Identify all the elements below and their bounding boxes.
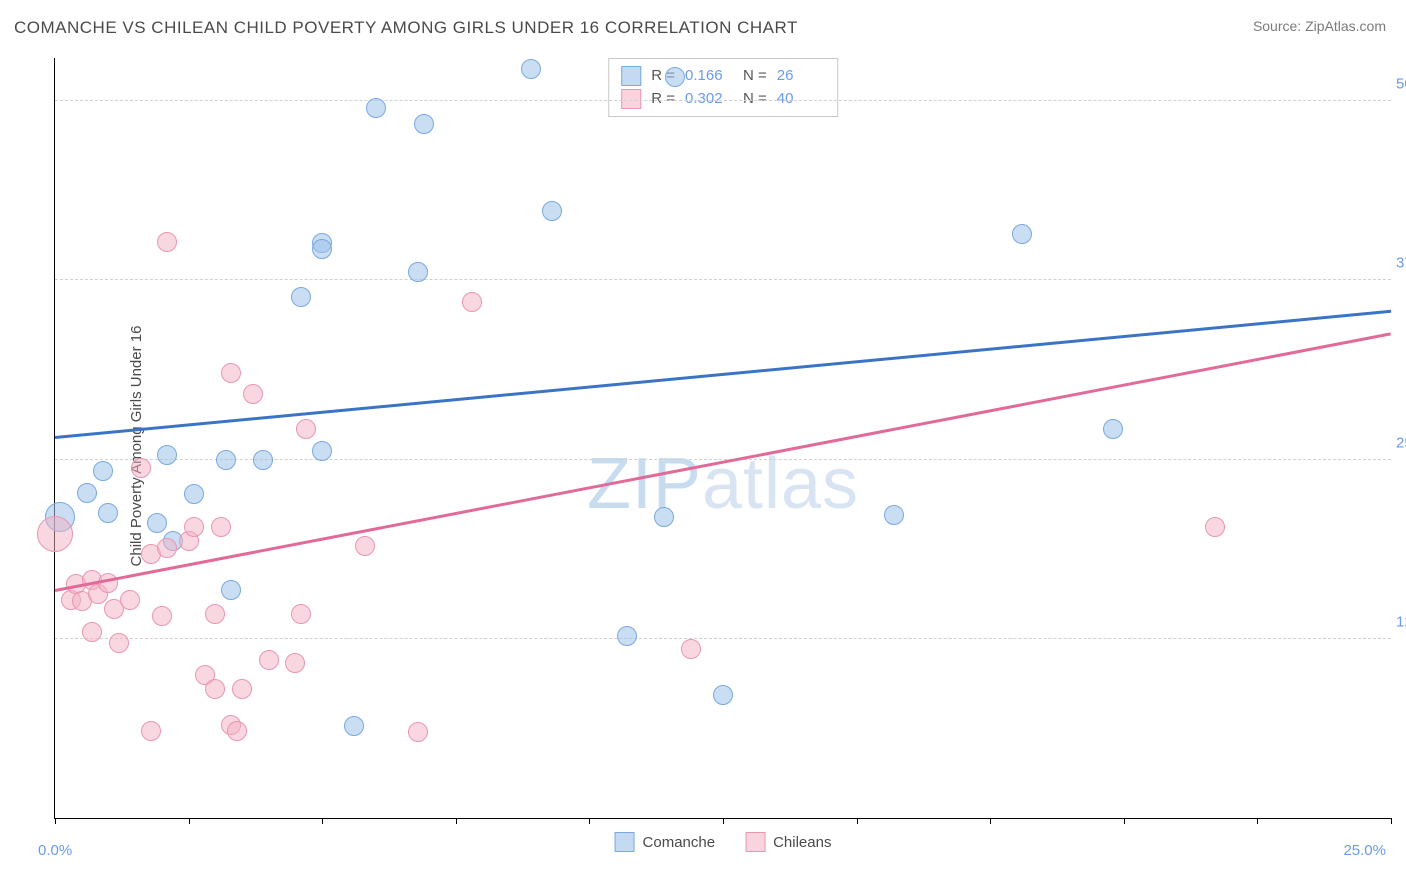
watermark: ZIPatlas — [587, 443, 859, 525]
scatter-point-chileans — [285, 653, 305, 673]
scatter-point-chileans — [1205, 517, 1225, 537]
x-tick-mark — [55, 818, 56, 824]
scatter-point-comanche — [291, 287, 311, 307]
plot-area: ZIPatlas R = 0.166 N = 26 R = 0.302 N = … — [54, 58, 1391, 819]
scatter-point-comanche — [253, 450, 273, 470]
r-label: R = — [651, 88, 675, 111]
grid-line — [55, 638, 1391, 639]
x-tick-mark — [1124, 818, 1125, 824]
y-tick-label: 25.0% — [1396, 434, 1406, 451]
scatter-point-comanche — [542, 201, 562, 221]
legend-item-chileans: Chileans — [745, 832, 831, 852]
scatter-point-comanche — [344, 716, 364, 736]
scatter-point-chileans — [355, 536, 375, 556]
scatter-point-chileans — [211, 517, 231, 537]
scatter-point-chileans — [408, 722, 428, 742]
scatter-point-comanche — [93, 461, 113, 481]
scatter-point-chileans — [232, 679, 252, 699]
x-tick-mark — [1391, 818, 1392, 824]
n-value-comanche: 26 — [777, 65, 825, 88]
scatter-point-chileans — [82, 622, 102, 642]
y-tick-label: 50.0% — [1396, 76, 1406, 93]
y-tick-label: 37.5% — [1396, 255, 1406, 272]
scatter-point-comanche — [216, 450, 236, 470]
scatter-point-comanche — [312, 441, 332, 461]
scatter-point-comanche — [414, 114, 434, 134]
scatter-point-chileans — [109, 633, 129, 653]
scatter-point-chileans — [98, 573, 118, 593]
scatter-point-comanche — [147, 513, 167, 533]
chart-title: COMANCHE VS CHILEAN CHILD POVERTY AMONG … — [14, 18, 798, 38]
scatter-point-chileans — [141, 721, 161, 741]
scatter-point-chileans — [157, 538, 177, 558]
scatter-point-chileans — [37, 516, 73, 552]
scatter-point-chileans — [462, 292, 482, 312]
swatch-pink — [621, 89, 641, 109]
scatter-point-comanche — [312, 239, 332, 259]
scatter-point-comanche — [408, 262, 428, 282]
stats-row-chileans: R = 0.302 N = 40 — [621, 88, 825, 111]
x-axis-min-label: 0.0% — [38, 842, 72, 859]
x-tick-mark — [456, 818, 457, 824]
swatch-pink — [745, 832, 765, 852]
scatter-point-comanche — [77, 483, 97, 503]
r-value-chileans: 0.302 — [685, 88, 733, 111]
scatter-point-comanche — [184, 484, 204, 504]
source-attribution: Source: ZipAtlas.com — [1253, 18, 1386, 34]
scatter-point-chileans — [221, 363, 241, 383]
scatter-point-chileans — [120, 590, 140, 610]
x-tick-mark — [322, 818, 323, 824]
scatter-point-chileans — [243, 384, 263, 404]
trend-line-comanche — [55, 309, 1391, 438]
scatter-point-chileans — [131, 458, 151, 478]
r-value-comanche: 0.166 — [685, 65, 733, 88]
scatter-point-chileans — [227, 721, 247, 741]
scatter-point-comanche — [665, 67, 685, 87]
x-tick-mark — [1257, 818, 1258, 824]
x-tick-mark — [857, 818, 858, 824]
grid-line — [55, 100, 1391, 101]
bottom-legend: Comanche Chileans — [615, 832, 832, 852]
scatter-point-chileans — [296, 419, 316, 439]
stats-legend-box: R = 0.166 N = 26 R = 0.302 N = 40 — [608, 58, 838, 117]
x-tick-mark — [990, 818, 991, 824]
y-tick-label: 12.5% — [1396, 613, 1406, 630]
scatter-point-chileans — [681, 639, 701, 659]
scatter-point-comanche — [713, 685, 733, 705]
grid-line — [55, 279, 1391, 280]
legend-item-comanche: Comanche — [615, 832, 716, 852]
scatter-point-comanche — [654, 507, 674, 527]
scatter-point-chileans — [184, 517, 204, 537]
scatter-point-chileans — [157, 232, 177, 252]
scatter-point-chileans — [152, 606, 172, 626]
x-tick-mark — [723, 818, 724, 824]
scatter-point-comanche — [617, 626, 637, 646]
x-axis-max-label: 25.0% — [1343, 842, 1386, 859]
scatter-point-comanche — [1103, 419, 1123, 439]
swatch-blue — [621, 66, 641, 86]
x-tick-mark — [189, 818, 190, 824]
scatter-point-comanche — [1012, 224, 1032, 244]
scatter-point-comanche — [884, 505, 904, 525]
n-label: N = — [743, 88, 767, 111]
n-label: N = — [743, 65, 767, 88]
swatch-blue — [615, 832, 635, 852]
stats-row-comanche: R = 0.166 N = 26 — [621, 65, 825, 88]
scatter-point-comanche — [366, 98, 386, 118]
scatter-point-chileans — [205, 604, 225, 624]
scatter-point-comanche — [157, 445, 177, 465]
n-value-chileans: 40 — [777, 88, 825, 111]
legend-label-chileans: Chileans — [773, 834, 831, 851]
scatter-point-chileans — [205, 679, 225, 699]
scatter-point-chileans — [291, 604, 311, 624]
x-tick-mark — [589, 818, 590, 824]
legend-label-comanche: Comanche — [643, 834, 716, 851]
scatter-point-comanche — [221, 580, 241, 600]
scatter-point-chileans — [259, 650, 279, 670]
scatter-point-comanche — [98, 503, 118, 523]
scatter-point-comanche — [521, 59, 541, 79]
